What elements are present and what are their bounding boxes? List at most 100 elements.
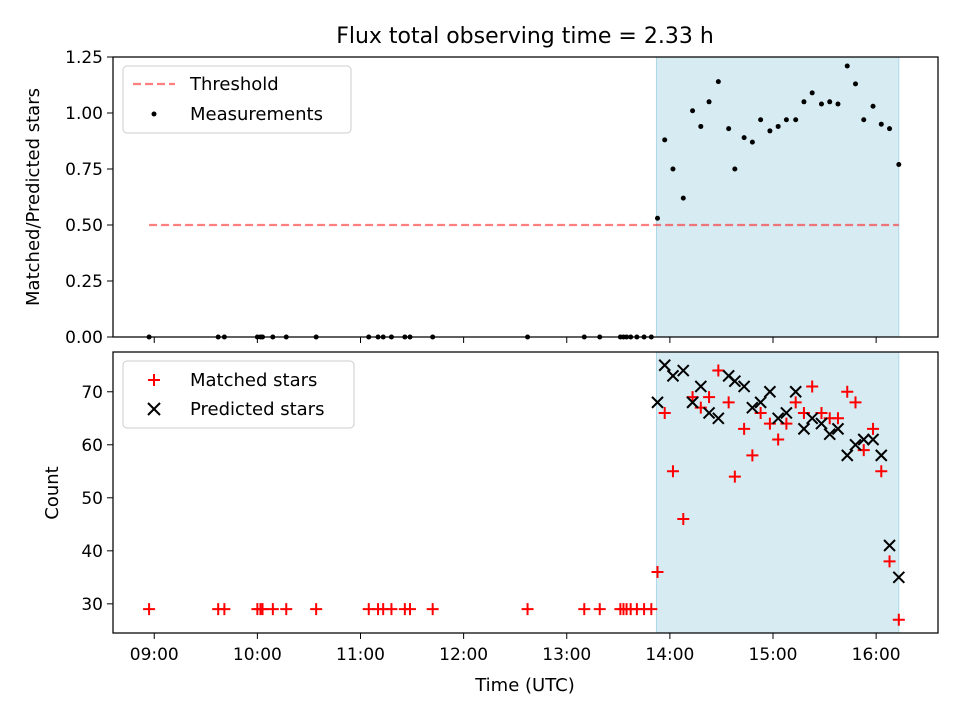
predicted-star-point (728, 374, 742, 388)
top-panel: 0.00 0.25 0.50 0.75 1.00 1.25 Matched/Predict… (23, 48, 939, 348)
top-y-axis-label: Matched/Predicted stars (23, 88, 44, 306)
bottom-plot-frame (112, 351, 939, 634)
predicted-star-point (754, 396, 767, 409)
observing-window-span (655, 57, 900, 337)
measurement-points (146, 63, 902, 340)
measurement-point (887, 126, 893, 132)
measurement-point (670, 166, 676, 172)
measurement-point (758, 117, 764, 123)
matched-star-point (651, 566, 664, 579)
predicted-star-point (651, 396, 664, 409)
matched-star-point (266, 603, 279, 616)
measurement-point (726, 126, 732, 132)
measurement-point (827, 99, 833, 105)
legend-measurements-label: Measurements (190, 104, 323, 125)
matched-star-point (703, 391, 716, 404)
measurement-point (896, 162, 902, 168)
top-y-ticks: 0.00 0.25 0.50 0.75 1.00 1.25 (65, 48, 113, 348)
matched-star-point (875, 465, 888, 478)
top-legend: Threshold Measurements (122, 65, 352, 134)
y-tick-label: 1.25 (65, 48, 103, 68)
measurement-point (793, 117, 799, 123)
predicted-star-point (666, 369, 680, 383)
predicted-star-point (841, 449, 854, 462)
matched-star-point (806, 380, 819, 393)
predicted-star-point (677, 364, 690, 377)
measurement-point (706, 99, 712, 105)
bottom-legend: Matched stars Predicted stars (122, 360, 355, 429)
figure-title: Flux total observing time = 2.33 h (336, 24, 714, 49)
matched-star-point (593, 603, 606, 616)
matched-star-point (280, 603, 293, 616)
x-tick-label: 13:00 (542, 645, 591, 665)
predicted-star-point (831, 422, 845, 436)
matched-star-point (218, 603, 231, 616)
predicted-star-point (805, 412, 819, 425)
predicted-star-point (823, 427, 836, 441)
predicted-star-point (875, 449, 888, 462)
measurement-point (775, 123, 781, 129)
measurement-point (655, 215, 660, 221)
y-tick-label: 0.50 (65, 216, 103, 236)
x-tick-label: 09:00 (130, 645, 179, 665)
predicted-star-point (746, 401, 759, 414)
matched-star-point (738, 422, 751, 435)
matched-star-point (385, 603, 398, 616)
predicted-star-point (712, 412, 725, 425)
bottom-panel: 30 40 50 60 70 09:00 10:00 11:00 12:00 13:00 14:0… (42, 351, 939, 696)
matched-star-point (849, 396, 862, 409)
bottom-legend-box (122, 360, 355, 429)
matched-star-point (677, 513, 690, 526)
measurement-point (715, 79, 721, 85)
measurement-point (749, 139, 755, 145)
predicted-star-point (763, 385, 777, 398)
predicted-star-point (857, 433, 870, 446)
predicted-star-point (883, 539, 896, 552)
legend-predicted-swatch (147, 402, 161, 416)
matched-star-point (521, 603, 534, 616)
y-tick-label: 40 (81, 542, 103, 562)
matched-star-point (658, 406, 671, 419)
matched-star-point (404, 603, 416, 616)
top-plot-frame (112, 56, 939, 338)
measurement-point (861, 117, 867, 123)
bottom-y-axis-label: Count (42, 466, 63, 519)
top-x-ticks (153, 337, 877, 343)
predicted-star-point (789, 385, 802, 398)
y-tick-label: 30 (81, 595, 103, 615)
predicted-stars-points (651, 359, 906, 584)
legend-matched-label: Matched stars (190, 370, 317, 391)
measurement-point (741, 135, 747, 141)
matched-star-point (256, 603, 269, 616)
matched-star-point (728, 470, 741, 483)
predicted-star-point (694, 380, 708, 393)
predicted-star-point (686, 396, 699, 409)
predicted-star-point (658, 359, 671, 372)
measurement-point (662, 137, 668, 143)
y-tick-label: 0.25 (65, 272, 103, 292)
matched-star-point (722, 396, 735, 409)
predicted-star-point (797, 422, 811, 436)
predicted-star-point (866, 433, 880, 446)
legend-measurements-swatch (151, 111, 157, 117)
predicted-star-point (849, 438, 862, 451)
x-tick-label: 10:00 (233, 645, 282, 665)
predicted-star-point (815, 417, 828, 430)
measurement-point (801, 99, 807, 105)
y-tick-label: 0.75 (65, 160, 103, 180)
measurement-point (853, 81, 858, 87)
predicted-star-point (780, 406, 793, 420)
matched-star-point (831, 412, 844, 425)
matched-star-point (645, 603, 658, 616)
bottom-y-ticks: 30 40 50 60 70 (81, 383, 113, 615)
measurement-point (698, 123, 704, 129)
top-legend-box (122, 65, 352, 134)
y-tick-label: 0.00 (65, 328, 103, 348)
predicted-star-point (771, 412, 785, 425)
measurement-point (783, 117, 789, 123)
matched-star-point (746, 449, 759, 462)
x-tick-label: 12:00 (439, 645, 488, 665)
matched-star-point (867, 422, 880, 435)
matched-star-point (841, 385, 854, 398)
